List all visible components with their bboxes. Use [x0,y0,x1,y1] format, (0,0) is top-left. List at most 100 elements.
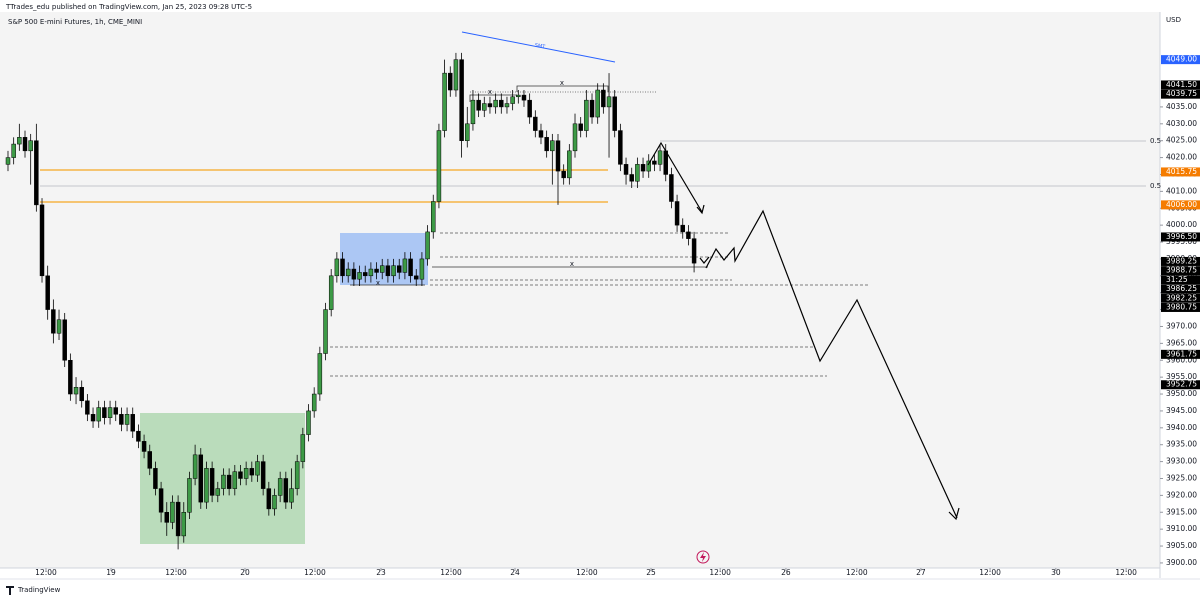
candle-body [11,143,16,158]
fib-label: 0.5 [1150,182,1161,190]
candle-body [499,99,504,108]
y-tick-label: 4025.00 [1166,136,1197,145]
y-tick-label: 3935.00 [1166,440,1197,449]
candle-body [612,96,617,131]
y-tick-label: 3945.00 [1166,406,1197,415]
candle-body [102,407,107,418]
x-tick-label: 23 [376,568,386,577]
candle-body [589,99,595,118]
candle-body [209,468,215,496]
candle-body [595,89,600,118]
candle-body [232,471,238,489]
candle-body [379,265,385,273]
candle-body [79,387,84,402]
price-label-bg [1161,302,1200,312]
candle-body [266,488,272,510]
candle-body [136,430,141,442]
alert-icon-bolt [700,552,706,562]
x-tick-label: 12:00 [304,568,326,577]
x-tick-label: 12:00 [165,568,187,577]
candle-body [175,501,181,537]
sweep-label: x [570,260,574,268]
candle-body [561,170,566,179]
brand: TradingView [17,586,61,594]
candle-body [640,164,646,172]
y-tick-label: 3905.00 [1166,541,1197,550]
y-tick-label: 3915.00 [1166,507,1197,516]
candle-body [238,471,243,479]
price-label-bg [1161,167,1200,177]
price-label-bg [1161,256,1200,266]
candle-body [300,434,306,462]
y-tick-label: 3965.00 [1166,338,1197,347]
candle-body [158,488,164,513]
candle-body [550,140,555,152]
candle-body [470,99,476,125]
price-label: 3980.75 [1166,302,1197,311]
price-label-bg [1161,200,1200,210]
sweep-line [516,85,609,92]
candle-body [601,89,606,108]
candle-body [629,174,634,182]
candle-body [147,451,152,469]
price-label-bg [1161,293,1200,303]
x-tick-label: 24 [510,568,520,577]
candle-body [221,474,226,489]
candle-body [674,201,680,226]
candle-body [164,512,169,523]
y-tick-label: 3995.00 [1166,237,1197,246]
candle-body [351,268,357,280]
candle-body [419,258,425,280]
candle-body [482,103,487,111]
arrow-head [699,256,710,264]
alert-icon[interactable] [696,550,710,564]
candle-body [521,94,527,101]
countdown: 31:25 [1166,275,1188,284]
candle-body [215,488,221,496]
candle-body [686,231,691,239]
sweep-label: x [488,88,492,96]
candle-body [657,150,663,165]
y-tick-label: 3920.00 [1166,490,1197,499]
candle-body [408,258,413,277]
price-label-bg [1161,80,1200,90]
candle-body [493,99,498,108]
header: TTrades_edu published on TradingView.com… [5,3,252,11]
price-label: 3961.75 [1166,349,1197,358]
x-tick-label: 27 [916,568,926,577]
fib-label: 0.5 [1150,137,1161,145]
price-label-bg [1161,349,1200,359]
candle-body [311,393,317,412]
candle-body [45,275,50,310]
countdown-bg [1161,275,1200,285]
candle-body [618,130,623,165]
price-label: 3952.75 [1166,380,1197,389]
candle-body [652,160,657,165]
candle-body [374,268,379,273]
candle-body [527,99,532,118]
candle-body [414,275,419,280]
candle-body [544,137,549,152]
price-label: 3988.75 [1166,266,1197,275]
candle-body [606,96,612,108]
candle-body [584,99,589,131]
candle-body [442,72,447,131]
brand-logo [6,586,14,595]
chart-title: S&P 500 E-mini Futures, 1h, CME_MINI [8,18,142,26]
candle-body [198,454,204,503]
price-label: 4049.00 [1166,55,1197,64]
price-label: 4039.75 [1166,89,1197,98]
sweep-label: x [376,279,380,287]
projection [647,141,960,521]
candle-body [22,137,28,152]
x-tick-label: 26 [781,568,791,577]
candle-body [226,474,232,489]
candle-body [340,258,345,277]
candle-body [255,461,260,476]
candle-body [323,309,328,354]
y-tick-label: 4020.00 [1166,153,1197,162]
candle-body [578,123,583,131]
candle-body [516,94,521,98]
candle-body [431,201,436,233]
candle-body [368,268,374,277]
